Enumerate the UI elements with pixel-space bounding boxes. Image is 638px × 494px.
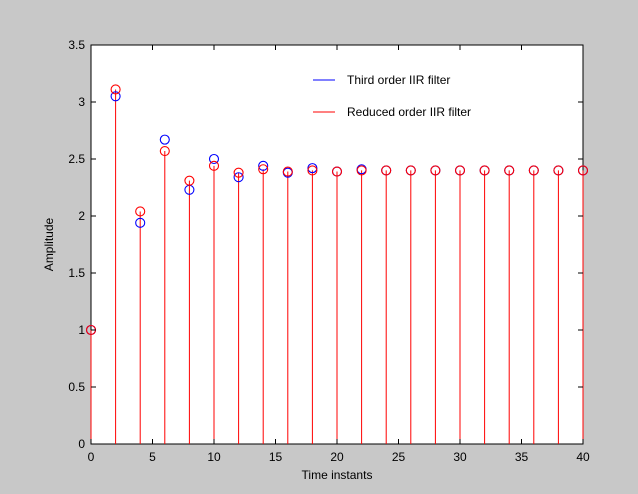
reduced-order-marker xyxy=(356,165,367,176)
x-tick-label: 40 xyxy=(576,450,590,464)
x-tick-label: 35 xyxy=(515,450,529,464)
reduced-order-marker xyxy=(430,165,441,176)
reduced-order-marker xyxy=(454,165,466,176)
stems-layer xyxy=(90,89,584,444)
y-tick-label: 3.5 xyxy=(68,38,85,52)
reduced-order-marker xyxy=(307,165,318,176)
ticks-layer: 0 5 10 15 20 25 30 35 40 0 0.5 1 1.5 2 2.5 3 3.5 xyxy=(68,38,590,464)
y-tick-label: 0.5 xyxy=(68,380,85,394)
reduced-order-marker xyxy=(110,84,121,95)
third-order-marker xyxy=(258,160,269,171)
third-order-marker xyxy=(135,217,146,228)
legend-label: Reduced order IIR filter xyxy=(347,105,471,119)
reduced-order-marker xyxy=(282,166,293,177)
reduced-order-marker xyxy=(258,164,269,175)
third-order-marker xyxy=(110,91,121,102)
reduced-order-marker xyxy=(208,160,220,171)
reduced-order-marker xyxy=(184,175,195,186)
y-tick-label: 0 xyxy=(78,437,85,451)
reduced-order-marker xyxy=(405,165,416,176)
legend-label: Third order IIR filter xyxy=(347,73,450,87)
reduced-order-marker xyxy=(577,165,589,176)
third-order-marker xyxy=(159,134,170,145)
x-tick-label: 10 xyxy=(207,450,221,464)
y-axis-title: Amplitude xyxy=(42,218,56,272)
markers-layer xyxy=(85,84,589,336)
x-tick-label: 5 xyxy=(149,450,156,464)
reduced-order-marker xyxy=(504,165,515,176)
reduced-order-marker xyxy=(233,167,244,178)
x-tick-label: 30 xyxy=(453,450,467,464)
reduced-order-marker xyxy=(135,206,146,217)
reduced-order-marker xyxy=(381,165,392,176)
y-tick-label: 3 xyxy=(78,95,85,109)
reduced-order-marker xyxy=(159,145,170,157)
legend: Third order IIR filter Reduced order IIR … xyxy=(313,73,471,119)
y-tick-label: 2.5 xyxy=(68,152,85,166)
reduced-order-marker xyxy=(528,165,539,176)
x-tick-label: 25 xyxy=(392,450,406,464)
reduced-order-marker xyxy=(331,166,343,177)
x-axis-title: Time instants xyxy=(302,468,373,482)
x-tick-label: 20 xyxy=(330,450,344,464)
y-tick-label: 2 xyxy=(78,209,85,223)
x-tick-label: 15 xyxy=(269,450,283,464)
third-order-marker xyxy=(233,172,244,183)
x-tick-label: 0 xyxy=(88,450,95,464)
y-tick-label: 1.5 xyxy=(68,266,85,280)
reduced-order-marker xyxy=(553,165,564,176)
third-order-marker xyxy=(208,153,220,165)
reduced-order-marker xyxy=(479,165,490,176)
y-tick-label: 1 xyxy=(78,323,85,337)
